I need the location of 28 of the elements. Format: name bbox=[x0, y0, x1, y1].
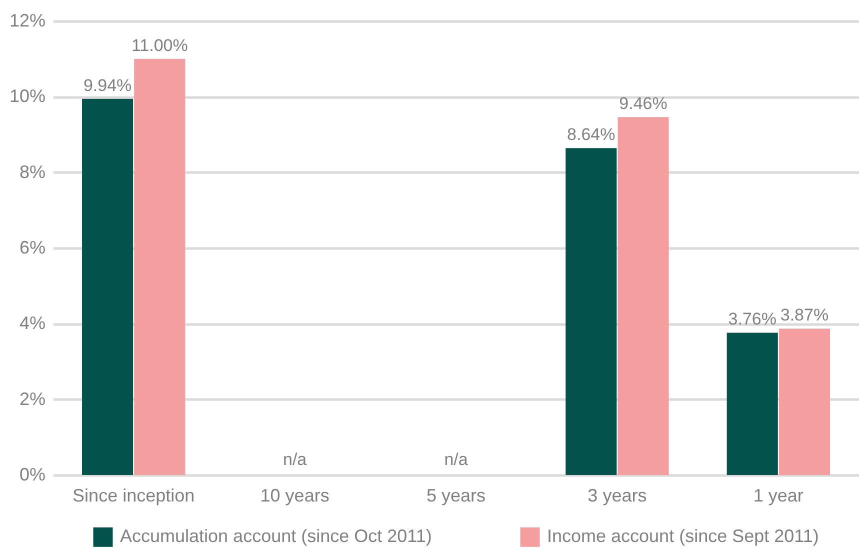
data-label: 9.94% bbox=[83, 76, 132, 95]
legend-label: Income account (since Sept 2011) bbox=[547, 526, 819, 546]
y-tick-label: 6% bbox=[19, 238, 46, 258]
annotation: n/a bbox=[282, 450, 308, 469]
annotation: n/a bbox=[444, 450, 468, 469]
bar bbox=[134, 58, 186, 475]
legend-label: Accumulation account (since Oct 2011) bbox=[120, 526, 432, 546]
bar bbox=[726, 332, 778, 475]
data-label: 3.87% bbox=[780, 306, 829, 325]
bar bbox=[618, 117, 669, 475]
y-tick-label: 2% bbox=[19, 388, 46, 409]
x-tick-label: 5 years bbox=[426, 486, 486, 506]
bar bbox=[82, 98, 134, 475]
y-tick-label: 4% bbox=[19, 313, 46, 334]
bar bbox=[778, 328, 830, 475]
y-tick-label: 10% bbox=[9, 86, 46, 106]
x-tick-label: 3 years bbox=[588, 486, 647, 506]
y-tick-label: 12% bbox=[9, 10, 46, 30]
data-label: 8.64% bbox=[567, 125, 616, 144]
data-label: 9.46% bbox=[619, 94, 668, 114]
y-tick-label: 0% bbox=[19, 464, 46, 484]
bar bbox=[566, 148, 617, 475]
x-tick-label: Since inception bbox=[72, 486, 195, 506]
data-label: 11.00% bbox=[131, 36, 188, 55]
x-tick-label: 1 year bbox=[753, 486, 804, 506]
y-tick-label: 8% bbox=[19, 162, 46, 182]
data-label: 3.76% bbox=[728, 310, 776, 329]
x-tick-label: 10 years bbox=[260, 486, 330, 506]
